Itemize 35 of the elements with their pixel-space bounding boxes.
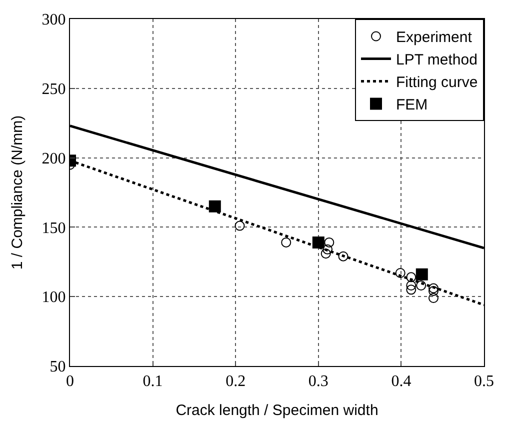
legend-label: Fitting curve [396,74,478,92]
point [320,248,331,259]
point [416,280,426,290]
point [406,272,416,282]
point [406,284,416,295]
point [322,244,333,254]
point [428,286,438,296]
point [428,283,438,294]
y-tick-label: 250 [42,81,66,98]
x-axis-title: Crack length / Specimen width [176,402,378,420]
x-tick-label: 0.3 [308,373,328,390]
y-axis-title: 1 / Compliance (N/mm) [9,115,26,270]
point [312,236,324,248]
point [416,268,428,280]
point [324,237,334,248]
y-tick-label: 100 [42,289,66,306]
point [395,268,406,278]
y-tick-label: 200 [42,150,66,168]
point [428,292,438,303]
point [406,280,416,290]
x-tick-label: 0.5 [474,373,494,390]
legend-label: LPT method [396,52,478,69]
y-tick-label: 300 [42,12,66,29]
x-tick-label: 0.1 [142,373,163,390]
x-tick-label: 0 [66,373,74,390]
legend-label: FEM [396,96,428,114]
point [338,251,348,262]
y-tick-label: 50 [50,358,66,376]
point [208,200,221,212]
y-tick-label: 150 [42,220,66,237]
point [281,237,292,248]
x-tick-label: 0.4 [391,373,412,390]
x-tick-label: 0.2 [226,373,246,390]
point [234,220,245,231]
legend-label: Experiment [396,29,473,46]
